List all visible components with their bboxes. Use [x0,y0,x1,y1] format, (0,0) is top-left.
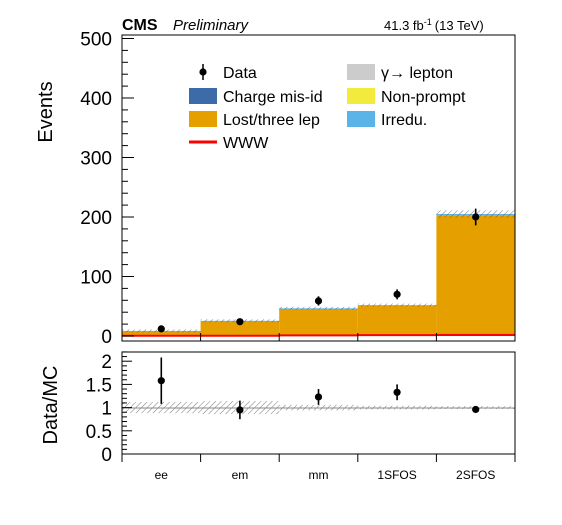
ratio-point-em [236,406,244,414]
ratio-points [157,357,480,420]
main-y-ticks: 0 100 200 300 400 500 [80,30,134,348]
main-frame [121,34,516,342]
bar-segment-lost-three-lep-1sfos [357,305,437,335]
energy-label: (13 TeV) [435,18,484,33]
ratio-y-tick-label: 0.5 [86,422,112,443]
ratio-point-1sfos [393,388,401,396]
legend-data-marker [199,68,207,76]
main-y-tick-label: 200 [80,208,112,229]
data-point-ee [157,325,165,333]
ratio-panel: 00.51 1.52 ee em mm 1SFOS 2SFOS [86,351,516,482]
ratio-y-tick-label: 2 [101,352,112,373]
x-tick-label-em: em [232,468,249,482]
x-tick-label-ee: ee [155,468,169,482]
legend-background [186,60,486,154]
ratio-y-tick-label: 1.5 [86,375,112,396]
main-y-tick-label: 100 [80,268,112,289]
cms-label: CMS [122,17,158,34]
legend-lost-three-lep-swatch [189,111,217,127]
legend-lost-three-lep-label: Lost/three lep [223,112,320,129]
legend-lepton-label: γ→ lepton [381,65,453,82]
bar-segment-lost-three-lep-mm [279,309,358,336]
mc-uncertainty-mm [279,306,358,310]
y-axis-label-ratio: Data/MC [40,366,62,445]
y-axis-label-main: Events [35,81,57,142]
legend-irredu-label: Irredu. [381,112,427,129]
data-point-1sfos [393,290,401,298]
ratio-y-tick-label: 0 [101,445,112,466]
main-y-tick-label: 500 [80,30,112,51]
main-y-tick-label: 0 [101,327,112,348]
ratio-point-mm [314,393,323,401]
category-labels: ee em mm 1SFOS 2SFOS [155,468,496,482]
ratio-point-2sfos [472,405,480,414]
lumi-exponent: -1 [424,17,432,27]
legend-charge-mis-id-label: Charge mis-id [223,89,323,106]
ratio-x-ticks [121,454,516,462]
lumi-label: 41.3 fb-1 (13 TeV) [384,17,484,33]
ratio-y-tick-label: 1 [101,399,112,420]
legend-irredu-swatch [347,111,375,127]
data-point-em [236,318,244,326]
legend-non-prompt-swatch [347,88,375,104]
ratio-point-ee [157,377,165,385]
lumi-value: 41.3 fb [384,18,424,33]
main-panel: 0 100 200 300 400 500 [80,30,516,348]
main-y-tick-label: 300 [80,149,112,170]
bar-segment-lost-three-lep-2sfos [436,215,515,334]
x-tick-label-2sfos: 2SFOS [456,468,495,482]
bar-segment-lost-three-lep-ee [122,331,201,336]
legend: Data γ→ lepton Charge mis-id Non-prompt Lost… [186,60,486,154]
main-x-ticks [200,333,437,341]
data-point-mm [314,297,323,305]
legend-non-prompt-label: Non-prompt [381,89,466,106]
mc-uncertainty-1sfos [357,303,437,307]
legend-lepton-swatch [347,64,375,80]
legend-charge-mis-id-swatch [189,88,217,104]
main-y-tick-label: 400 [80,89,112,110]
stacked-bars [122,214,515,337]
legend-www-label: WWW [223,135,269,152]
preliminary-label: Preliminary [173,17,250,34]
x-tick-label-mm: mm [309,468,329,482]
data-points [157,208,480,333]
ratio-y-ticks: 00.51 1.52 [86,351,132,466]
legend-data-label: Data [223,65,257,82]
x-tick-label-1sfos: 1SFOS [377,468,416,482]
data-point-2sfos [472,213,480,221]
bar-segment-lost-three-lep-em [200,321,280,336]
